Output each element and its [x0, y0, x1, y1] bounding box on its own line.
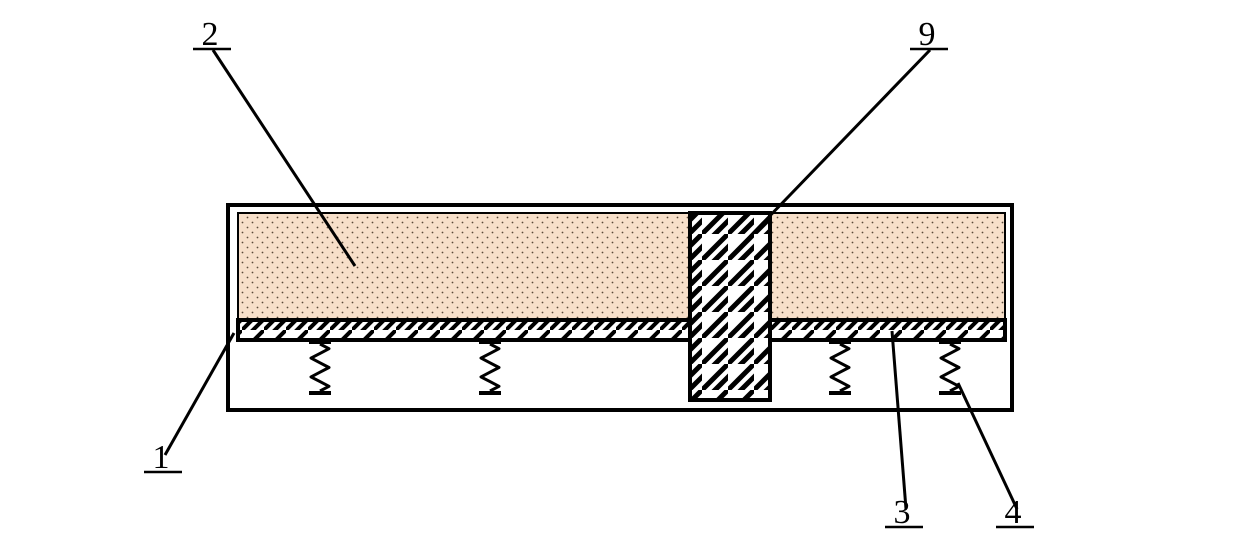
hatched-layer-left [238, 320, 690, 340]
label-9: 9 [919, 16, 936, 53]
stippled-zone-left [238, 213, 690, 320]
label-1: 1 [153, 439, 170, 476]
hatched-layer-right [770, 320, 1005, 340]
center-column [690, 213, 770, 400]
label-3: 3 [894, 494, 911, 531]
label-2: 2 [202, 16, 219, 53]
stippled-zone-right [770, 213, 1005, 320]
label-4: 4 [1005, 494, 1022, 531]
leader-1 [165, 333, 234, 455]
